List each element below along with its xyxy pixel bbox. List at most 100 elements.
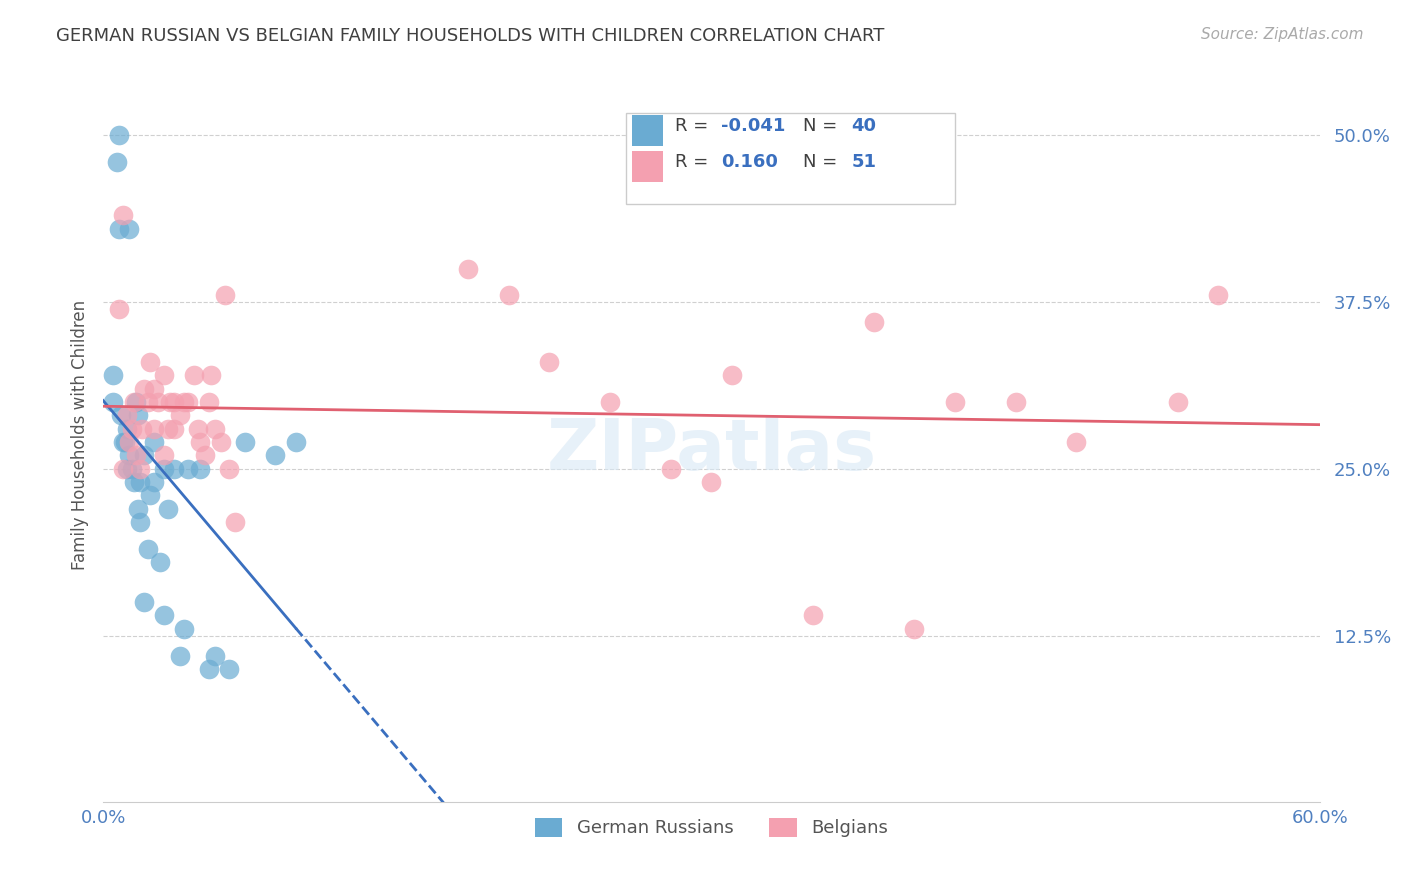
Point [224,515,246,529]
Point [132,449,155,463]
Text: R =: R = [675,117,714,135]
Point [1004,395,1026,409]
Point [173,395,195,409]
Point [121,422,143,436]
Point [862,315,884,329]
Point [943,395,966,409]
Point [114,435,136,450]
Point [659,462,682,476]
Text: R =: R = [675,153,714,171]
Point [153,449,176,463]
Point [103,368,125,383]
Point [122,475,145,489]
Point [156,501,179,516]
Point [159,395,181,409]
Point [118,435,141,450]
Y-axis label: Family Households with Children: Family Households with Children [72,301,89,571]
Point [112,208,135,222]
Legend: German Russians, Belgians: German Russians, Belgians [527,811,896,845]
Point [284,435,307,450]
Point [139,488,162,502]
Point [183,368,205,383]
Text: 0.160: 0.160 [721,153,778,171]
Point [720,368,742,383]
Point [177,462,200,476]
Point [264,449,287,463]
Point [149,555,172,569]
Point [117,462,139,476]
Point [142,435,165,450]
Point [700,475,723,489]
Point [127,501,149,516]
Point [538,355,561,369]
Point [197,662,219,676]
Point [121,462,143,476]
Point [117,422,139,436]
Point [128,515,150,529]
Point [112,462,135,476]
Point [193,449,215,463]
Point [177,395,200,409]
Point [146,395,169,409]
Point [163,422,186,436]
Point [105,155,128,169]
Point [132,595,155,609]
Point [142,382,165,396]
Point [204,422,226,436]
Point [118,449,141,463]
Point [163,395,186,409]
Text: ZIPatlas: ZIPatlas [547,416,876,484]
Point [110,409,132,423]
Point [204,648,226,663]
Point [112,435,135,450]
Point [117,409,139,423]
Bar [626,112,955,204]
Bar [633,152,662,182]
Point [1208,288,1230,302]
Point [142,475,165,489]
Point [197,395,219,409]
Point [118,221,141,235]
Point [498,288,520,302]
Text: N =: N = [803,117,842,135]
Point [214,288,236,302]
Point [903,622,925,636]
Text: 40: 40 [852,117,876,135]
Point [801,608,824,623]
Point [173,622,195,636]
Point [169,648,191,663]
Point [108,221,131,235]
Point [187,422,209,436]
Point [218,462,240,476]
Point [190,435,212,450]
Point [128,462,150,476]
Point [136,541,159,556]
Text: -0.041: -0.041 [721,117,786,135]
Point [153,368,176,383]
Point [233,435,256,450]
Point [200,368,222,383]
Text: N =: N = [803,153,842,171]
Point [156,422,179,436]
Point [127,409,149,423]
Point [131,422,153,436]
Point [136,395,159,409]
Point [457,261,479,276]
Point [139,355,162,369]
Point [103,395,125,409]
Point [124,395,146,409]
Point [124,449,146,463]
Point [122,395,145,409]
Point [1167,395,1189,409]
Point [132,382,155,396]
Point [190,462,212,476]
Text: Source: ZipAtlas.com: Source: ZipAtlas.com [1201,27,1364,42]
Point [108,128,131,143]
Point [128,475,150,489]
Text: GERMAN RUSSIAN VS BELGIAN FAMILY HOUSEHOLDS WITH CHILDREN CORRELATION CHART: GERMAN RUSSIAN VS BELGIAN FAMILY HOUSEHO… [56,27,884,45]
Point [599,395,621,409]
Point [163,462,186,476]
Point [142,422,165,436]
Point [108,301,131,316]
Point [209,435,232,450]
